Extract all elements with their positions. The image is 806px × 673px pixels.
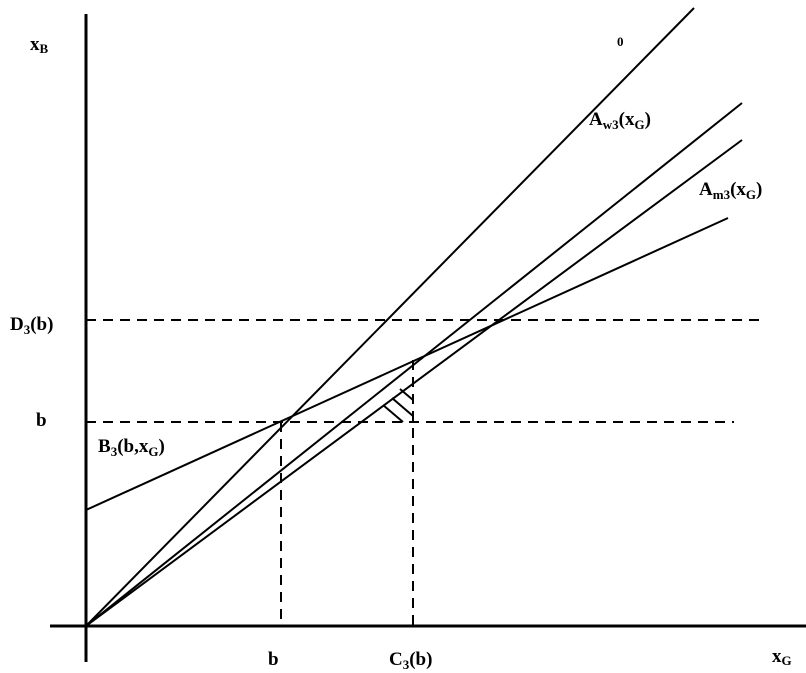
marker-stroke-3 xyxy=(399,388,414,401)
label-d3: D3(b) xyxy=(10,314,53,337)
label-b-y: b xyxy=(36,410,47,431)
label-b3: B3(b,xG) xyxy=(98,436,165,459)
x-axis-label: xG xyxy=(772,646,792,668)
label-a-w3: Aw3(xG) xyxy=(589,109,651,132)
label-c3: C3(b) xyxy=(389,649,432,672)
ray-steep xyxy=(85,7,695,627)
line-b3 xyxy=(85,217,729,511)
zero-mark: 0 xyxy=(617,34,624,49)
marker-stroke-1 xyxy=(382,404,404,423)
y-axis-label: xB xyxy=(30,34,49,56)
label-b-x: b xyxy=(268,649,279,670)
label-a-m3: Am3(xG) xyxy=(699,179,762,202)
marker-stroke-2 xyxy=(391,397,414,417)
